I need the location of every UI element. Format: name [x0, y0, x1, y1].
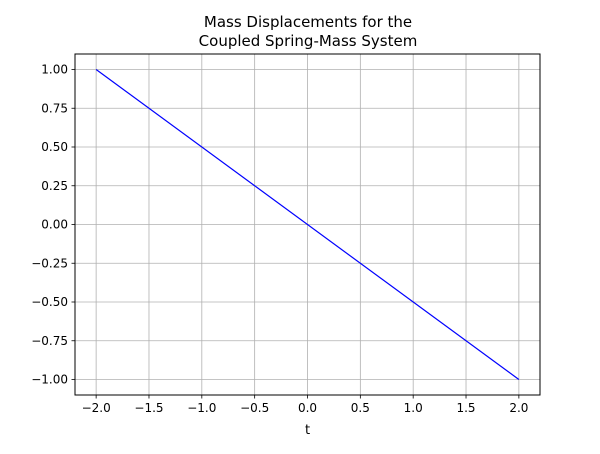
series-line-0 — [95, 69, 520, 380]
x-tick-label: 0.5 — [351, 401, 370, 415]
x-tick-label: −2.0 — [82, 401, 111, 415]
y-tick-label: −1.00 — [31, 373, 68, 387]
x-tick-label: 0.0 — [298, 401, 317, 415]
y-tick-label: 1.00 — [41, 63, 68, 77]
y-tick-label: −0.75 — [31, 334, 68, 348]
y-tick-label: 0.75 — [41, 101, 68, 115]
axis-ticks: −2.0 −1.5 −1.0 −0.5 0.0 0.5 1.0 1.5 2.0 1.00 0.75 0… — [31, 63, 528, 416]
x-tick-label: −0.5 — [240, 401, 269, 415]
x-axis-label: t — [305, 423, 310, 438]
x-tick-label: 1.5 — [456, 401, 475, 415]
y-tick-label: 0.50 — [41, 140, 68, 154]
y-tick-label: 0.25 — [41, 179, 68, 193]
y-tick-label: 0.00 — [41, 218, 68, 232]
x-tick-label: 2.0 — [509, 401, 528, 415]
chart-title-line-1: Mass Displacements for the — [204, 13, 412, 31]
x-tick-label: −1.5 — [134, 401, 163, 415]
x-tick-label: −1.0 — [187, 401, 216, 415]
y-tick-label: −0.50 — [31, 295, 68, 309]
chart-title-line-2: Coupled Spring-Mass System — [199, 32, 418, 50]
x-tick-label: 1.0 — [404, 401, 423, 415]
series-layer — [95, 69, 520, 380]
y-tick-label: −0.25 — [31, 256, 68, 270]
